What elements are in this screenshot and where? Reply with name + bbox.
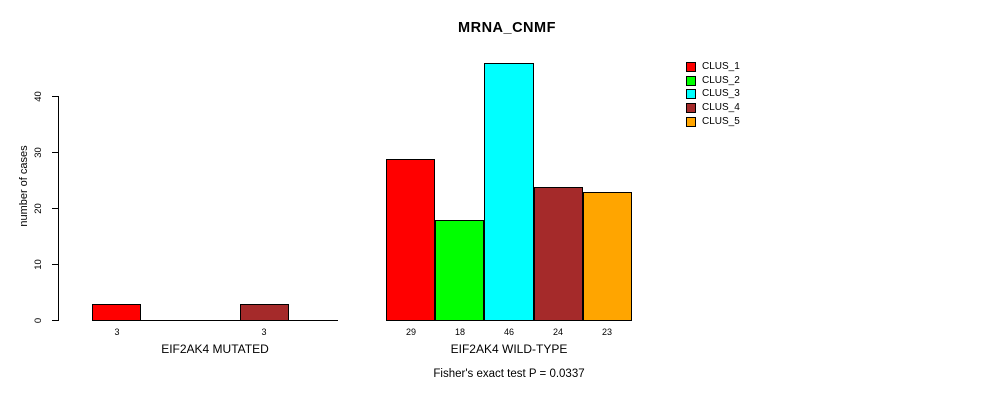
bar-clus_4 bbox=[534, 187, 583, 321]
y-axis-tick-label: 10 bbox=[33, 259, 44, 270]
bar-value-label: 3 bbox=[261, 327, 267, 337]
y-axis-line bbox=[58, 96, 59, 321]
legend-swatch-icon bbox=[686, 88, 696, 99]
legend-item: CLUS_1 bbox=[686, 61, 740, 72]
bar-clus_5 bbox=[583, 192, 632, 321]
y-axis-title: number of cases bbox=[18, 145, 30, 227]
legend-item: CLUS_3 bbox=[686, 88, 740, 99]
legend-label: CLUS_2 bbox=[702, 74, 740, 86]
bar-value-label: 3 bbox=[114, 327, 120, 337]
bar-value-label: 18 bbox=[454, 327, 465, 337]
legend-swatch-icon bbox=[686, 75, 696, 86]
legend-label: CLUS_1 bbox=[702, 60, 740, 72]
chart-title: MRNA_CNMF bbox=[458, 20, 556, 36]
legend-label: CLUS_3 bbox=[702, 87, 740, 99]
bar-value-label: 24 bbox=[552, 327, 563, 337]
y-axis-tick-label: 30 bbox=[33, 147, 44, 158]
bar-value-label: 29 bbox=[405, 327, 416, 337]
bar-clus_3 bbox=[484, 63, 534, 321]
legend-item: CLUS_2 bbox=[686, 75, 740, 86]
y-axis-tick bbox=[52, 96, 58, 97]
legend-label: CLUS_4 bbox=[702, 101, 740, 113]
footnote: Fisher's exact test P = 0.0337 bbox=[433, 368, 585, 380]
legend-item: CLUS_4 bbox=[686, 102, 740, 113]
legend-swatch-icon bbox=[686, 116, 696, 127]
legend-swatch-icon bbox=[686, 61, 696, 72]
y-axis-tick bbox=[52, 152, 58, 153]
bar-value-label: 23 bbox=[601, 327, 612, 337]
group-baseline bbox=[92, 320, 338, 321]
group-label: EIF2AK4 WILD-TYPE bbox=[450, 342, 568, 356]
y-axis-tick-label: 20 bbox=[33, 203, 44, 214]
legend-label: CLUS_5 bbox=[702, 115, 740, 127]
bar-clus_4 bbox=[240, 304, 289, 321]
group-label: EIF2AK4 MUTATED bbox=[161, 342, 269, 356]
y-axis-tick bbox=[52, 320, 58, 321]
bar-clus_1 bbox=[92, 304, 141, 321]
bar-clus_2 bbox=[435, 220, 484, 321]
y-axis-tick-label: 0 bbox=[33, 317, 44, 324]
bar-clus_1 bbox=[386, 159, 435, 321]
bar-value-label: 46 bbox=[503, 327, 514, 337]
legend-item: CLUS_5 bbox=[686, 116, 740, 127]
legend-swatch-icon bbox=[686, 102, 696, 113]
y-axis-tick bbox=[52, 264, 58, 265]
y-axis-tick bbox=[52, 208, 58, 209]
y-axis-tick-label: 40 bbox=[33, 91, 44, 102]
